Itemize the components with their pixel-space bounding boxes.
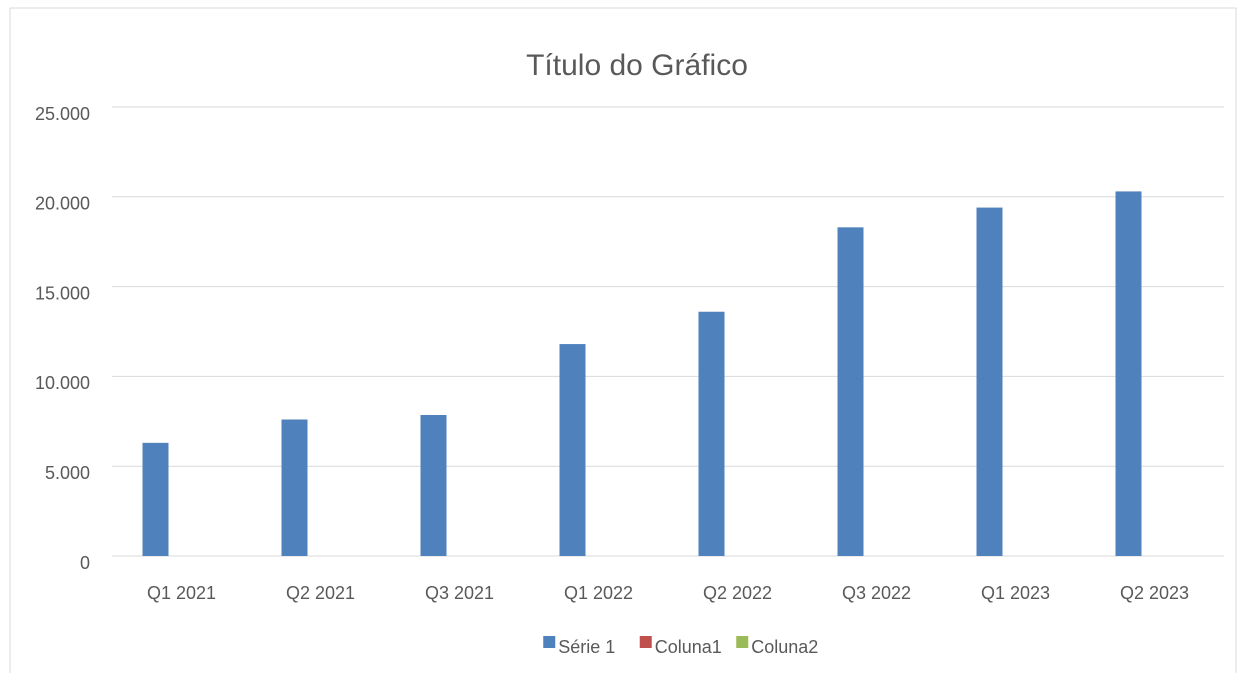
x-tick-label: Q1 2023 xyxy=(981,583,1050,603)
bar xyxy=(837,227,864,556)
legend-swatch xyxy=(736,636,749,648)
x-tick-label: Q2 2021 xyxy=(286,583,355,603)
bar xyxy=(698,311,725,556)
x-tick-label: Q3 2022 xyxy=(842,583,911,603)
bar xyxy=(281,419,308,556)
y-tick-label: 10.000 xyxy=(35,373,90,393)
y-tick-label: 0 xyxy=(80,553,90,573)
legend-label: Coluna2 xyxy=(751,637,818,657)
legend-label: Série 1 xyxy=(558,637,615,657)
legend-swatch xyxy=(543,636,556,648)
bar xyxy=(559,344,586,556)
bar xyxy=(1115,191,1142,557)
y-tick-label: 5.000 xyxy=(45,463,90,483)
y-tick-label: 25.000 xyxy=(35,104,90,124)
bar xyxy=(976,207,1003,557)
y-tick-label: 15.000 xyxy=(35,283,90,303)
x-tick-label: Q3 2021 xyxy=(425,583,494,603)
bar xyxy=(420,415,447,556)
chart-frame xyxy=(9,7,1237,673)
x-tick-label: Q2 2023 xyxy=(1120,583,1189,603)
x-tick-label: Q2 2022 xyxy=(703,583,772,603)
legend-label: Coluna1 xyxy=(655,637,722,657)
chart-title: Título do Gráfico xyxy=(526,49,748,82)
x-tick-label: Q1 2022 xyxy=(564,583,633,603)
x-tick-label: Q1 2021 xyxy=(147,583,216,603)
y-tick-label: 20.000 xyxy=(35,194,90,214)
legend-swatch xyxy=(639,636,652,648)
bar xyxy=(142,442,169,556)
